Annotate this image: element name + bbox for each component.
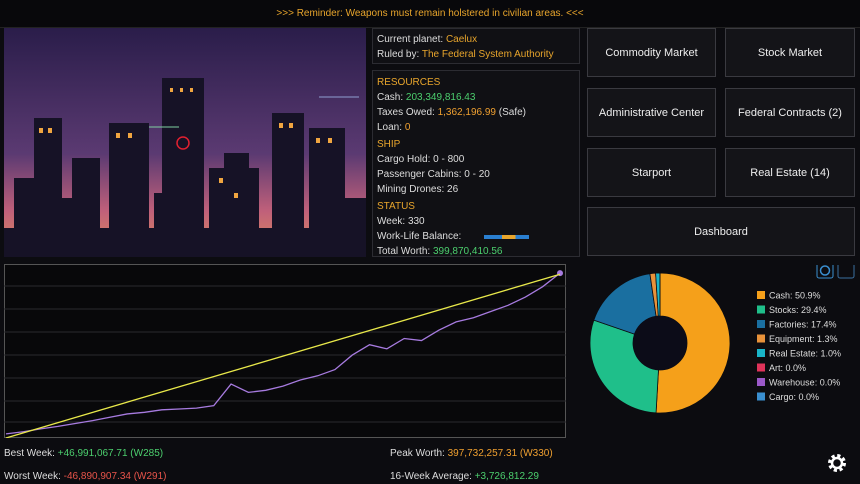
settings-icon[interactable] (824, 450, 850, 476)
legend-swatch (757, 291, 765, 299)
legend-label: Real Estate: 1.0% (769, 349, 841, 359)
cash: 203,349,816.43 (405, 92, 476, 103)
legend-label: Cargo: 0.0% (769, 392, 819, 402)
legend-swatch (757, 320, 765, 328)
label: Worst Week: (4, 471, 61, 482)
week: Week: 330 (377, 216, 425, 227)
label: Best Week: (4, 448, 55, 459)
total-worth: 399,870,410.56 (432, 246, 503, 257)
label: Cash: (377, 92, 404, 103)
balance-bar (484, 235, 529, 239)
info-panel: RESOURCES Cash: 203,349,816.43 Taxes Owe… (372, 70, 580, 257)
legend-swatch (757, 392, 765, 401)
best-week: +46,991,067.71 (W285) (57, 448, 164, 459)
portfolio-chart: Cash: 50.9% Stocks: 29.4% Factories: 17.4%… (589, 265, 855, 414)
label: 16-Week Average: (390, 471, 472, 482)
label: Current planet: (377, 34, 444, 45)
button[interactable]: Administrative Center (587, 88, 716, 137)
button[interactable]: Federal Contracts (2) (725, 88, 855, 137)
legend-swatch (757, 378, 765, 386)
label: Peak Worth: (390, 448, 445, 459)
ship-item: Cargo Hold: 0 - 800 (377, 154, 465, 165)
label: Total Worth: (377, 246, 431, 257)
label: Work-Life Balance: (377, 231, 462, 242)
section-title: RESOURCES (377, 77, 441, 88)
location-panel: Current planet: Caelux Ruled by: The Fed… (372, 28, 580, 64)
planet: Caelux (445, 34, 478, 45)
legend-swatch (757, 349, 765, 357)
label: Taxes Owed: (377, 107, 435, 118)
worst-week: -46,890,907.34 (W291) (63, 471, 167, 482)
tax-status: (Safe) (498, 107, 526, 118)
legend-label: Warehouse: 0.0% (769, 378, 840, 388)
worth-chart (4, 264, 566, 438)
loan: 0 (404, 122, 411, 133)
series-line (5, 273, 561, 438)
pie-icon (819, 265, 831, 276)
city-view (4, 28, 366, 257)
banner: >>> Reminder: Weapons must remain holste… (0, 0, 860, 28)
ruler: The Federal System Authority (421, 49, 554, 60)
button[interactable]: Commodity Market (587, 28, 716, 77)
label: Loan: (377, 122, 403, 133)
average: +3,726,812.29 (474, 471, 539, 482)
legend-label: Stocks: 29.4% (769, 305, 827, 315)
legend-swatch (757, 363, 765, 372)
legend-label: Art: 0.0% (769, 363, 806, 373)
legend-label: Equipment: 1.3% (769, 334, 838, 344)
list-toggle[interactable] (837, 265, 855, 279)
legend-swatch (757, 305, 765, 314)
button[interactable]: Dashboard (587, 207, 855, 256)
section-title: STATUS (377, 201, 415, 212)
legend-swatch (757, 334, 765, 343)
section-title: SHIP (377, 139, 401, 150)
peak-worth: 397,732,257.31 (W330) (447, 448, 553, 459)
series-line (5, 272, 561, 435)
legend-label: Factories: 17.4% (769, 320, 837, 330)
ship-item: Mining Drones: 26 (377, 184, 459, 195)
button[interactable]: Starport (587, 148, 716, 197)
chart-toggle[interactable] (816, 265, 834, 279)
stats-left: Best Week: +46,991,067.71 (W285) Worst W… (4, 446, 364, 484)
stats-right: Peak Worth: 397,732,257.31 (W330) 16-Wee… (390, 446, 590, 484)
button[interactable]: Stock Market (725, 28, 855, 77)
pie-hole (633, 316, 687, 370)
label: Ruled by: (377, 49, 420, 60)
legend-label: Cash: 50.9% (769, 291, 821, 301)
ship-item: Passenger Cabins: 0 - 20 (377, 169, 490, 180)
taxes: 1,362,196.99 (437, 107, 496, 118)
button[interactable]: Real Estate (14) (725, 148, 855, 197)
